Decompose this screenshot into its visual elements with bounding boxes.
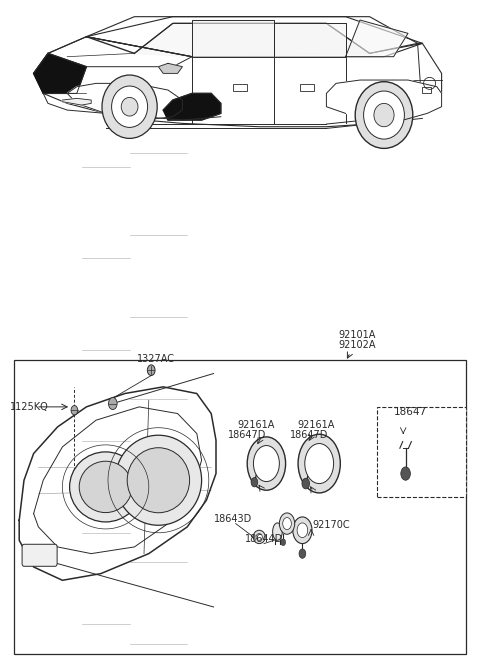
Ellipse shape	[70, 452, 142, 522]
Polygon shape	[274, 23, 346, 57]
Ellipse shape	[253, 530, 265, 544]
Polygon shape	[86, 17, 418, 53]
Ellipse shape	[102, 75, 157, 139]
Text: 92102A: 92102A	[338, 340, 376, 350]
Ellipse shape	[112, 86, 148, 127]
Circle shape	[147, 365, 155, 376]
Circle shape	[251, 478, 258, 487]
Circle shape	[305, 444, 334, 484]
Polygon shape	[163, 93, 221, 120]
Text: 92101A: 92101A	[338, 330, 376, 340]
Polygon shape	[192, 20, 274, 57]
Circle shape	[108, 398, 117, 410]
Ellipse shape	[355, 82, 413, 149]
FancyBboxPatch shape	[22, 544, 57, 566]
Text: 92161A: 92161A	[238, 420, 275, 430]
Polygon shape	[134, 23, 370, 57]
Polygon shape	[158, 63, 182, 73]
Circle shape	[281, 539, 286, 546]
Text: 18647D: 18647D	[290, 430, 329, 440]
Circle shape	[401, 467, 410, 480]
Text: 92161A: 92161A	[298, 420, 335, 430]
Polygon shape	[326, 80, 442, 120]
Ellipse shape	[256, 534, 263, 540]
Polygon shape	[86, 17, 422, 57]
Ellipse shape	[115, 435, 202, 526]
Text: 18647: 18647	[394, 407, 427, 417]
Ellipse shape	[364, 91, 404, 139]
Text: 1327AC: 1327AC	[137, 354, 175, 364]
Ellipse shape	[127, 448, 190, 513]
Polygon shape	[19, 387, 216, 580]
Bar	[377, 407, 466, 497]
Polygon shape	[62, 98, 91, 105]
Circle shape	[297, 523, 308, 538]
Text: 18643D: 18643D	[214, 514, 252, 524]
Circle shape	[253, 446, 279, 482]
Polygon shape	[67, 83, 182, 120]
Circle shape	[71, 406, 78, 415]
Ellipse shape	[374, 103, 394, 127]
Text: 92170C: 92170C	[312, 520, 349, 530]
Ellipse shape	[273, 523, 282, 540]
Circle shape	[283, 518, 291, 530]
Circle shape	[279, 513, 295, 534]
Text: 1125KQ: 1125KQ	[10, 402, 48, 412]
Polygon shape	[34, 53, 86, 93]
Text: 18644D: 18644D	[245, 534, 283, 544]
Bar	[233, 84, 247, 91]
Circle shape	[293, 517, 312, 544]
Circle shape	[299, 549, 306, 558]
Bar	[14, 360, 466, 654]
Circle shape	[247, 437, 286, 490]
Bar	[422, 87, 431, 93]
Ellipse shape	[79, 462, 132, 512]
Text: 18647D: 18647D	[228, 430, 266, 440]
Circle shape	[302, 478, 310, 489]
Circle shape	[298, 434, 340, 493]
Polygon shape	[346, 20, 408, 57]
Ellipse shape	[121, 97, 138, 116]
Bar	[300, 84, 314, 91]
